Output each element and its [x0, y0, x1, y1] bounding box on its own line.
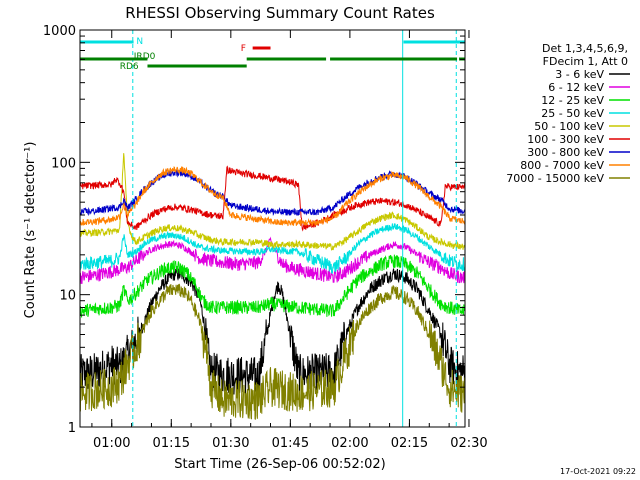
y-tick-label-2: 100: [51, 156, 76, 171]
x-tick-label-1: 01:15: [153, 436, 190, 451]
footer-timestamp: 17-Oct-2021 09:22: [560, 467, 636, 476]
legend-header-1: FDecim 1, Att 0: [543, 55, 628, 68]
series-line-4: [79, 153, 466, 251]
series-layer: [79, 153, 466, 420]
y-tick-label-0: 1: [68, 421, 76, 436]
legend-header-0: Det 1,3,4,5,6,9,: [542, 42, 628, 55]
legend-label-4: 50 - 100 keV: [534, 120, 604, 133]
series-line-2: [79, 254, 466, 318]
plot-frame: [79, 29, 466, 428]
legend-label-5: 100 - 300 keV: [527, 133, 604, 146]
legend-label-1: 6 - 12 keV: [548, 81, 604, 94]
axes-layer: 01:00 01:15 01:30 01:45 02:00 02:15 02:30 1 10 10…: [43, 24, 488, 451]
legend-label-7: 800 - 7000 keV: [520, 159, 604, 172]
legend-label-6: 300 - 800 keV: [527, 146, 604, 159]
x-axis-label: Start Time (26-Sep-06 00:52:02): [174, 457, 385, 472]
x-tick-label-4: 02:00: [331, 436, 368, 451]
y-tick-label-1: 10: [59, 289, 76, 304]
y-axis-label: Count Rate (s⁻¹ detector⁻¹): [23, 142, 38, 319]
chart-title: RHESSI Observing Summary Count Rates: [125, 4, 435, 22]
legend: Det 1,3,4,5,6,9,FDecim 1, Att 03 - 6 keV…: [506, 42, 630, 185]
x-tick-label-0: 01:00: [93, 436, 130, 451]
mode-label-f: F: [241, 44, 246, 54]
x-tick-label-3: 01:45: [272, 436, 309, 451]
series-line-5: [79, 165, 466, 232]
legend-label-2: 12 - 25 keV: [541, 94, 604, 107]
series-line-8: [79, 283, 466, 420]
y-tick-label-3: 1000: [43, 24, 76, 39]
legend-label-3: 25 - 50 keV: [541, 107, 604, 120]
legend-label-8: 7000 - 15000 keV: [506, 172, 604, 185]
mode-label-ird0: IRD0: [134, 52, 156, 62]
x-tick-label-2: 01:30: [212, 436, 249, 451]
mode-label-n: N: [136, 37, 143, 47]
mode-label-rd6: RD6: [120, 62, 139, 72]
series-line-7: [79, 166, 466, 227]
x-tick-label-6: 02:30: [450, 436, 487, 451]
x-tick-label-5: 02:15: [391, 436, 428, 451]
legend-label-0: 3 - 6 keV: [555, 68, 604, 81]
